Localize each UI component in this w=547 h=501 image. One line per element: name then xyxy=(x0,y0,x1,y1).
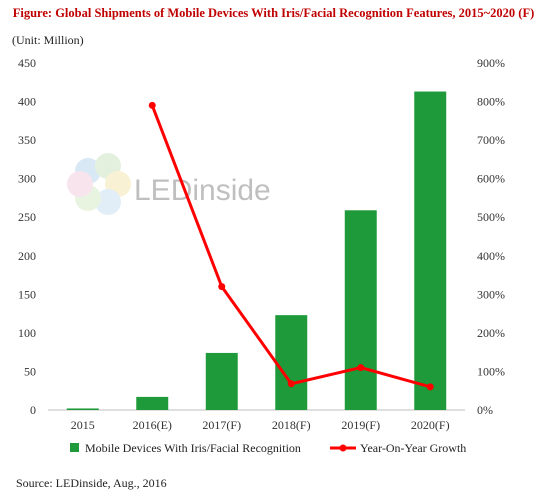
y-left-tick-label: 100 xyxy=(18,326,36,340)
x-category-label: 2018(F) xyxy=(272,418,311,432)
bar xyxy=(275,315,308,410)
bar xyxy=(66,408,99,410)
watermark-petal-lightblue xyxy=(95,189,121,215)
growth-point xyxy=(357,364,365,372)
unit-label: (Unit: Million) xyxy=(12,33,84,47)
y-right-tick-label: 500% xyxy=(477,210,505,224)
bar xyxy=(205,352,238,410)
y-right-tick-label: 300% xyxy=(477,287,505,301)
ledinside-watermark: LEDinside xyxy=(67,153,271,215)
y-right-tick-label: 900% xyxy=(477,56,505,70)
y-right-tick-label: 800% xyxy=(477,95,505,109)
growth-point xyxy=(218,283,226,291)
bar xyxy=(136,396,169,410)
y-left-tick-label: 200 xyxy=(18,249,36,263)
x-category-label: 2020(F) xyxy=(411,418,450,432)
y-left-tick-label: 400 xyxy=(18,95,36,109)
source-label: Source: LEDinside, Aug., 2016 xyxy=(16,476,167,490)
y-left-tick-label: 0 xyxy=(30,403,36,417)
y-left-tick-label: 50 xyxy=(24,364,36,378)
y-right-tick-label: 700% xyxy=(477,133,505,147)
watermark-text: LEDinside xyxy=(134,174,271,207)
watermark-petal-pink xyxy=(67,171,93,197)
y-right-tick-label: 400% xyxy=(477,249,505,263)
x-category-label: 2016(E) xyxy=(133,418,172,432)
legend-line-marker xyxy=(339,444,347,452)
bar xyxy=(344,210,377,410)
bar xyxy=(414,91,447,410)
y-left-tick-label: 300 xyxy=(18,172,36,186)
figure-title: Figure: Global Shipments of Mobile Devic… xyxy=(12,6,535,20)
y-left-tick-label: 350 xyxy=(18,133,36,147)
y-left-tick-label: 150 xyxy=(18,287,36,301)
y-right-tick-label: 0% xyxy=(477,403,493,417)
y-right-tick-label: 200% xyxy=(477,326,505,340)
growth-point xyxy=(426,383,434,391)
x-category-label: 2019(F) xyxy=(341,418,380,432)
growth-point xyxy=(148,101,156,109)
y-right-tick-label: 100% xyxy=(477,364,505,378)
y-left-tick-label: 250 xyxy=(18,210,36,224)
legend-bar-label: Mobile Devices With Iris/Facial Recognit… xyxy=(85,441,301,455)
x-category-label: 2015 xyxy=(71,418,95,432)
x-category-label: 2017(F) xyxy=(202,418,241,432)
legend-bar-swatch xyxy=(70,443,79,452)
growth-point xyxy=(287,380,295,388)
y-left-tick-label: 450 xyxy=(18,56,36,70)
legend-line-label: Year-On-Year Growth xyxy=(360,441,466,455)
y-right-tick-label: 600% xyxy=(477,172,505,186)
